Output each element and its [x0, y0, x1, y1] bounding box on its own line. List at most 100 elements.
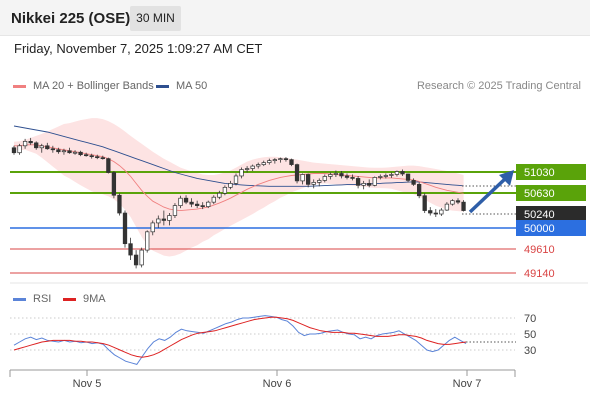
research-credit: Research © 2025 Trading Central	[416, 80, 581, 92]
level-label-bg-50000	[516, 220, 586, 236]
candle-body	[439, 209, 444, 215]
candle-body	[206, 201, 211, 207]
candle-body	[61, 150, 67, 153]
candle-body	[45, 145, 50, 150]
candle-body	[67, 150, 72, 154]
candle-body	[167, 215, 172, 221]
candle-body	[106, 158, 111, 173]
candle-body	[261, 162, 266, 165]
candle-body	[361, 183, 366, 186]
chart-header: Nikkei 225 (OSE) 30 MIN	[0, 0, 590, 36]
candle-body	[417, 184, 422, 197]
candle-body	[428, 210, 433, 214]
legend-bollinger-label: MA 20 + Bollinger Bands	[33, 80, 154, 92]
time-label-0: Nov 5	[73, 378, 102, 390]
candle-body	[89, 155, 94, 158]
candle-body	[128, 243, 133, 256]
rsi-swatch	[13, 297, 26, 301]
level-label-50630: 50630	[524, 188, 555, 200]
candle-body	[311, 182, 316, 185]
legend-rsi: RSI	[13, 293, 51, 305]
candle-body	[328, 174, 333, 177]
candle-body	[172, 205, 178, 216]
candle-body	[372, 177, 377, 186]
candle-body	[117, 194, 122, 214]
rsi-series-9ma	[13, 316, 467, 358]
candle-body	[22, 140, 28, 147]
candle-body	[178, 197, 183, 206]
forecast-arrow-shaft	[468, 176, 508, 214]
candle-body	[411, 180, 416, 185]
legend-ma50-label: MA 50	[176, 80, 208, 92]
candle-body	[11, 147, 17, 154]
candle-body	[50, 148, 55, 151]
rsi-tick-50: 50	[524, 329, 536, 341]
ma50-line	[13, 125, 464, 187]
candle-body	[278, 158, 283, 161]
candle-body	[222, 186, 228, 194]
candle-body	[72, 151, 78, 154]
candle-body	[300, 174, 305, 182]
candle-body	[78, 151, 83, 156]
legend-ma50: MA 50	[156, 80, 207, 92]
candle-body	[189, 201, 194, 205]
bollinger-band-area	[14, 118, 464, 257]
candle-body	[250, 165, 255, 169]
candle-body	[233, 175, 239, 184]
level-label-50000: 50000	[524, 223, 555, 235]
candle-body	[389, 174, 394, 176]
candle-body	[34, 142, 39, 149]
candle-body	[378, 176, 383, 178]
level-label-bg-51030	[516, 164, 586, 180]
candle-body	[433, 212, 438, 215]
rsi-series-rsi	[13, 315, 467, 365]
candle-body	[156, 218, 161, 224]
timestamp: Friday, November 7, 2025 1:09:27 AM CET	[14, 41, 263, 56]
candle-body	[100, 157, 105, 160]
level-label-51030: 51030	[524, 167, 555, 179]
bollinger-swatch	[13, 84, 26, 88]
candle-body	[272, 159, 277, 161]
candle-body	[228, 183, 233, 188]
candle-body	[355, 178, 361, 186]
candle-body	[294, 164, 300, 182]
candle-body	[350, 177, 355, 179]
candle-body	[306, 174, 311, 185]
candle-body	[333, 173, 339, 175]
ma20-line	[14, 144, 464, 212]
rsi-tick-30: 30	[524, 345, 536, 357]
timeframe-badge[interactable]: 30 MIN	[130, 6, 181, 31]
candle-body	[83, 154, 89, 157]
candle-body	[95, 156, 100, 159]
level-label-bg-50630	[516, 185, 586, 201]
rsi-tick-70: 70	[524, 313, 536, 325]
candle-body	[122, 212, 128, 245]
instrument-title: Nikkei 225 (OSE)	[11, 10, 131, 27]
candle-body	[39, 145, 44, 149]
level-label-49140: 49140	[524, 268, 555, 280]
candle-body	[383, 175, 388, 177]
candle-body	[256, 164, 261, 167]
candle-body	[461, 201, 466, 211]
time-label-1: Nov 6	[263, 378, 292, 390]
candle-body	[195, 203, 200, 206]
legend-bollinger: MA 20 + Bollinger Bands	[13, 80, 154, 92]
candle-body	[200, 205, 205, 207]
legend-rsi-label: RSI	[33, 293, 52, 305]
candle-body	[283, 158, 289, 161]
candle-body	[28, 140, 33, 144]
candle-body	[183, 197, 189, 203]
candle-body	[339, 173, 344, 177]
candle-body	[422, 195, 427, 211]
candle-body	[139, 249, 144, 266]
legend-9ma-label: 9MA	[83, 293, 106, 305]
candle-body	[455, 200, 461, 203]
candle-body	[17, 145, 22, 154]
candle-body	[56, 149, 61, 153]
candle-body	[244, 168, 250, 170]
candle-body	[267, 160, 272, 163]
rsi-ma-swatch	[63, 297, 76, 301]
candle-body	[133, 254, 139, 266]
candle-body	[344, 175, 350, 178]
